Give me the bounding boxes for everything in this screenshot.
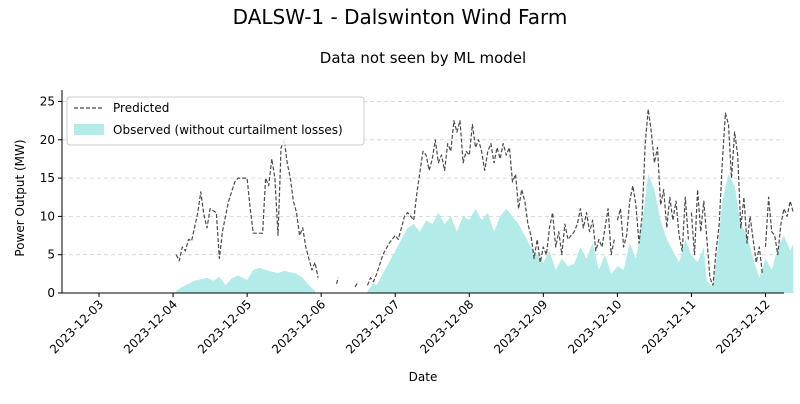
predicted-line-segment-0 (175, 139, 319, 278)
observed-area-segment-1 (367, 174, 794, 293)
observed-area-layer (176, 174, 794, 293)
x-tick-label: 2023-12-05 (195, 297, 254, 356)
y-tick-label: 20 (40, 133, 55, 147)
legend-box (66, 96, 365, 146)
x-tick-label: 2023-12-10 (565, 297, 624, 356)
y-tick-label: 25 (40, 94, 55, 108)
observed-area-segment-0 (176, 267, 315, 293)
predicted-line-segment-3 (366, 119, 615, 286)
x-tick-label: 2023-12-03 (47, 297, 106, 356)
predicted-line-segment-1 (336, 277, 339, 284)
predicted-line-segment-5 (690, 112, 763, 286)
x-axis-label: Date (409, 370, 438, 384)
chart-legend: Predicted Observed (without curtailment … (66, 96, 365, 146)
legend-label-predicted: Predicted (113, 101, 169, 115)
legend-label-observed: Observed (without curtailment losses) (113, 123, 343, 137)
y-ticks: 0 5 10 15 20 25 (40, 94, 62, 300)
x-tick-label: 2023-12-06 (269, 297, 328, 356)
x-tick-label: 2023-12-11 (639, 297, 698, 356)
x-tick-label: 2023-12-08 (417, 297, 476, 356)
predicted-line-segment-6 (764, 196, 794, 256)
chart-title: Data not seen by ML model (320, 49, 526, 67)
x-tick-label: 2023-12-04 (121, 297, 180, 356)
x-tick-label: 2023-12-09 (491, 297, 550, 356)
predicted-line-segment-2 (354, 281, 359, 288)
y-axis-label: Power Output (MW) (13, 139, 27, 256)
predicted-line-segment-4 (616, 108, 689, 252)
predicted-line-layer (175, 108, 794, 288)
x-tick-label: 2023-12-07 (343, 297, 402, 356)
y-tick-label: 15 (40, 171, 55, 185)
chart-suptitle: DALSW-1 - Dalswinton Wind Farm (233, 5, 568, 29)
y-tick-label: 10 (40, 209, 55, 223)
y-tick-label: 0 (47, 286, 55, 300)
y-tick-label: 5 (47, 248, 55, 262)
x-tick-label: 2023-12-12 (713, 297, 772, 356)
x-ticks: 2023-12-03 2023-12-04 2023-12-05 2023-12-06… (47, 293, 773, 356)
legend-swatch-observed (74, 124, 104, 135)
